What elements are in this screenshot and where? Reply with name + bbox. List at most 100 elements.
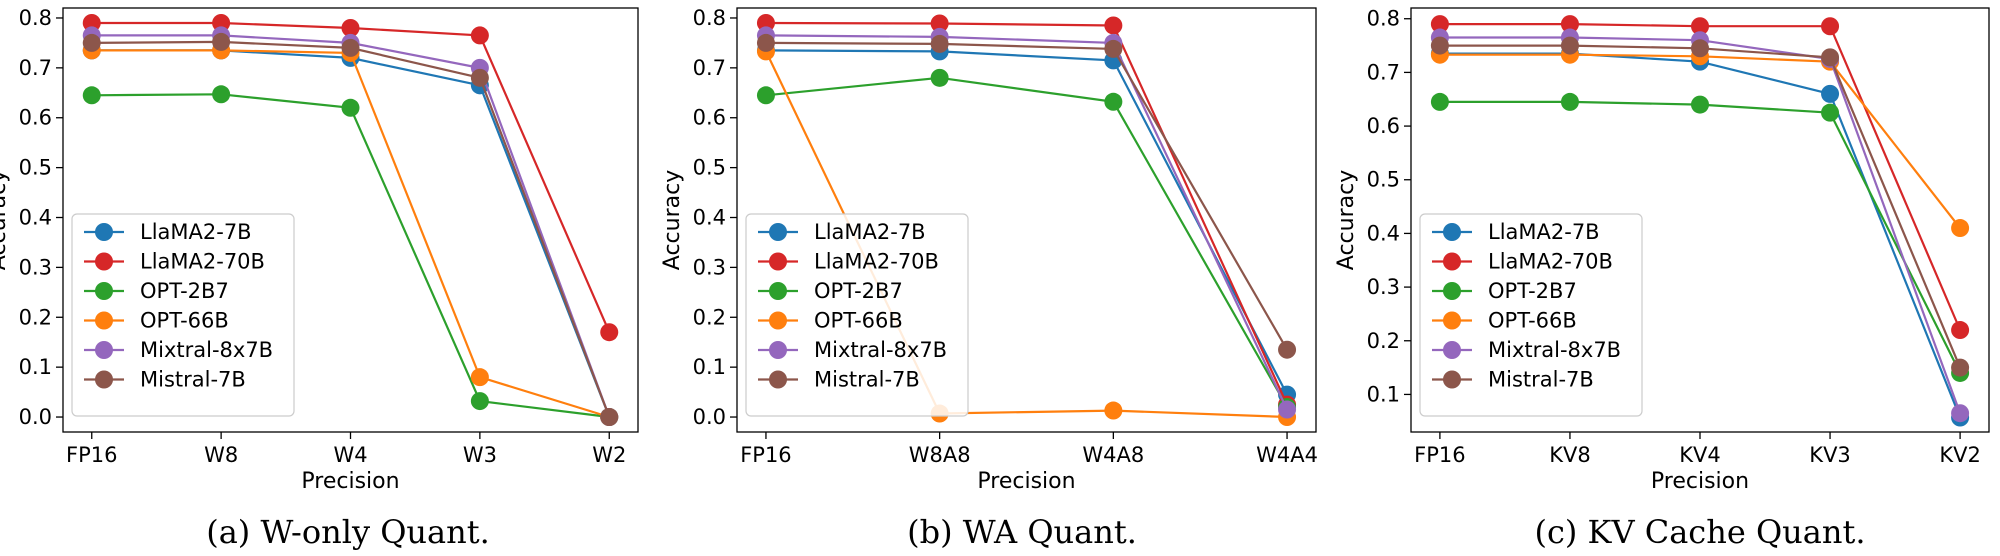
y-tick-label: 0.5 xyxy=(1367,168,1400,192)
y-axis-title: Accuracy xyxy=(660,170,685,270)
data-point-llama2-70b xyxy=(600,323,619,342)
data-point-llama2-70b xyxy=(212,13,231,32)
x-tick-label: W4A8 xyxy=(1082,443,1144,467)
legend-marker xyxy=(1443,282,1461,300)
legend-marker xyxy=(1443,370,1461,389)
y-tick-label: 0.7 xyxy=(19,56,52,80)
legend-label: LlaMA2-70B xyxy=(140,250,265,274)
x-axis-title: Precision xyxy=(301,469,399,494)
y-tick-label: 0.2 xyxy=(19,305,52,329)
y-tick-label: 0.8 xyxy=(1367,7,1400,31)
legend-label: OPT-66B xyxy=(140,309,229,333)
legend-label: Mistral-7B xyxy=(814,368,920,392)
y-tick-label: 0.8 xyxy=(19,6,52,30)
legend-label: OPT-2B7 xyxy=(814,279,903,303)
legend-marker xyxy=(769,282,787,300)
y-tick-label: 0.0 xyxy=(19,405,52,429)
y-axis-title: Accuracy xyxy=(1334,170,1359,270)
data-point-opt-2b7 xyxy=(1560,92,1579,111)
data-point-mistral-7b xyxy=(1691,39,1709,58)
x-tick-label: W4A4 xyxy=(1256,443,1318,467)
legend-marker xyxy=(1443,341,1461,359)
legend-box xyxy=(71,213,295,417)
data-point-llama2-70b xyxy=(1691,17,1709,36)
y-tick-label: 0.0 xyxy=(693,405,726,429)
legend-marker xyxy=(95,282,113,300)
data-point-mistral-7b xyxy=(1104,39,1123,58)
data-point-mistral-7b xyxy=(341,38,360,57)
data-point-mistral-7b xyxy=(1821,48,1840,67)
panel-caption: (b) WA Quant. xyxy=(907,513,1137,551)
legend-label: LlaMA2-70B xyxy=(814,250,939,274)
legend-marker xyxy=(95,252,113,271)
series-line-llama2-70b xyxy=(765,21,1289,406)
panel-caption: (c) KV Cache Quant. xyxy=(1534,513,1865,551)
y-tick-label: 0.6 xyxy=(19,106,52,130)
y-axis-title: Accuracy xyxy=(0,170,11,270)
x-tick-label: KV8 xyxy=(1549,443,1591,467)
legend-label: LlaMA2-70B xyxy=(1488,250,1613,274)
y-tick-label: 0.7 xyxy=(1367,60,1400,84)
legend-marker xyxy=(95,341,113,359)
data-point-mistral-7b xyxy=(600,408,619,427)
legend-marker xyxy=(95,370,113,389)
series-line-mixtral-8x7b xyxy=(765,34,1289,411)
legend-label: OPT-66B xyxy=(1488,309,1577,333)
data-point-llama2-70b xyxy=(1430,15,1449,34)
data-point-llama2-70b xyxy=(1821,17,1840,36)
data-point-opt-2b7 xyxy=(756,86,775,105)
data-point-llama2-7b xyxy=(1821,84,1840,103)
x-tick-label: W4 xyxy=(333,443,367,467)
x-tick-label: W3 xyxy=(463,443,497,467)
chart-panel-1: 0.0 0.1 0.2 0.3 0.4 0.5 0.6 0.7 0.8 FP16 W8 W4 W3 W2 P… xyxy=(0,6,639,551)
x-axis-title: Precision xyxy=(977,469,1075,494)
data-point-llama2-70b xyxy=(1560,15,1579,34)
panel-caption: (a) W-only Quant. xyxy=(206,513,490,551)
legend-marker xyxy=(1443,223,1461,241)
data-point-opt-2b7 xyxy=(470,392,489,411)
legend-marker xyxy=(95,311,113,330)
legend-label: OPT-2B7 xyxy=(140,279,229,303)
y-tick-label: 0.2 xyxy=(693,305,726,329)
y-tick-label: 0.4 xyxy=(19,206,52,230)
data-point-llama2-70b xyxy=(1951,321,1970,340)
y-tick-label: 0.5 xyxy=(693,156,726,180)
data-point-llama2-70b xyxy=(930,14,949,33)
chart-panel-3: 0.1 0.2 0.3 0.4 0.5 0.6 0.7 0.8 FP16 KV8 KV4 KV3 KV2… xyxy=(1334,7,1990,551)
y-tick-label: 0.3 xyxy=(1367,275,1400,299)
legend-label: Mistral-7B xyxy=(140,368,246,392)
data-point-mistral-7b xyxy=(1951,358,1970,377)
x-tick-label: W2 xyxy=(592,443,626,467)
x-tick-label: FP16 xyxy=(66,443,117,467)
y-tick-label: 0.6 xyxy=(693,106,726,130)
series-line-opt-2b7 xyxy=(765,76,1289,408)
data-point-llama2-70b xyxy=(756,13,775,32)
legend-label: Mistral-7B xyxy=(1488,368,1594,392)
data-point-opt-2b7 xyxy=(1104,92,1123,111)
data-point-llama2-70b xyxy=(1104,16,1123,35)
data-point-opt-2b7 xyxy=(1691,95,1709,114)
x-tick-label: FP16 xyxy=(1414,443,1465,467)
data-point-opt-66b xyxy=(470,368,489,387)
data-point-mistral-7b xyxy=(756,33,775,52)
data-point-opt-66b xyxy=(1951,219,1970,238)
data-point-opt-2b7 xyxy=(930,68,949,87)
data-point-mixtral-8x7b xyxy=(1278,400,1297,419)
data-point-mistral-7b xyxy=(1278,340,1297,359)
legend-marker xyxy=(769,252,787,271)
x-tick-label: W8 xyxy=(204,443,238,467)
data-point-opt-2b7 xyxy=(341,98,360,117)
plot-frame xyxy=(736,7,1317,433)
y-tick-label: 0.5 xyxy=(19,156,52,180)
legend-marker xyxy=(1443,252,1461,271)
legend-marker xyxy=(769,341,787,359)
legend-box xyxy=(1419,213,1643,417)
y-tick-label: 0.4 xyxy=(693,206,726,230)
legend-marker xyxy=(1443,311,1461,330)
x-tick-label: KV2 xyxy=(1939,443,1981,467)
data-point-opt-2b7 xyxy=(212,85,231,104)
series-line-mistral-7b xyxy=(765,41,1289,351)
data-point-mistral-7b xyxy=(930,34,949,53)
legend-label: LlaMA2-7B xyxy=(140,220,252,244)
